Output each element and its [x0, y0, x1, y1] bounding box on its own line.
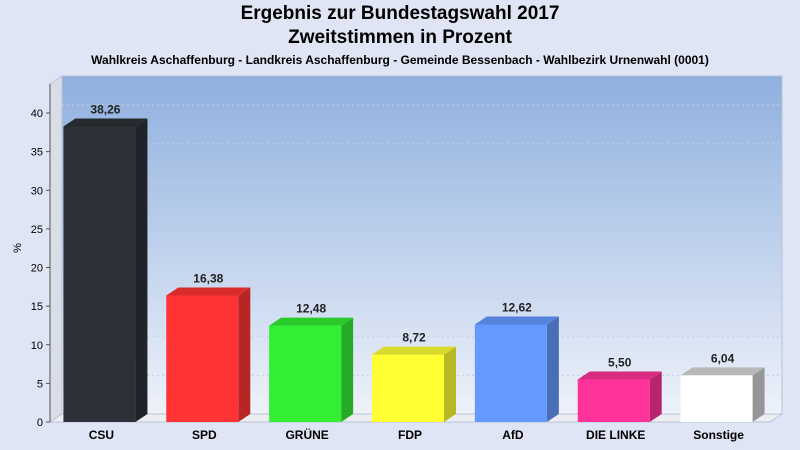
bar-afd — [474, 324, 547, 422]
bar-side-afd — [546, 316, 559, 422]
bar-side-fdp — [444, 346, 456, 422]
bar-grüne — [269, 325, 342, 422]
x-tick-label: Sonstige — [693, 428, 744, 442]
data-label: 38,26 — [90, 102, 120, 116]
data-label: 16,38 — [193, 271, 223, 285]
bar-spd — [166, 295, 239, 422]
chart-title: Ergebnis zur Bundestagswahl 2017 — [240, 3, 560, 24]
y-tick-label: 40 — [31, 108, 43, 120]
bar-csu — [63, 126, 136, 422]
y-tick-label: 25 — [31, 224, 43, 236]
chart-region-subtitle: Wahlkreis Aschaffenburg - Landkreis Asch… — [91, 53, 709, 67]
data-label: 12,48 — [296, 302, 326, 316]
bar-side-sonstige — [752, 367, 765, 422]
bar-side-csu — [135, 118, 148, 422]
x-tick-label: CSU — [89, 428, 114, 442]
data-label: 12,62 — [502, 301, 532, 315]
bar-top-afd — [474, 316, 559, 325]
y-axis-label: % — [12, 243, 24, 253]
data-label: 6,04 — [711, 351, 735, 365]
y-tick-label: 5 — [37, 378, 43, 390]
bar-side-spd — [238, 287, 251, 422]
bar-top-sonstige — [680, 367, 765, 376]
bar-sonstige — [680, 375, 753, 422]
y-tick-label: 15 — [31, 301, 43, 313]
bar-top-spd — [166, 287, 251, 296]
y-tick-label: 20 — [31, 263, 43, 275]
y-tick-label: 0 — [37, 417, 43, 429]
bar-top-grüne — [269, 317, 354, 326]
x-tick-label: FDP — [398, 428, 422, 442]
bar-side-grüne — [341, 317, 354, 422]
bar-fdp — [372, 354, 444, 422]
y-tick-label: 30 — [31, 185, 43, 197]
bar-top-die-linke — [577, 371, 662, 380]
bar-die-linke — [577, 379, 650, 422]
chart-subtitle: Zweitstimmen in Prozent — [288, 27, 512, 48]
x-tick-label: SPD — [192, 428, 217, 442]
bar-top-csu — [63, 118, 148, 127]
plot-side-wall — [49, 75, 63, 423]
x-tick-label: AfD — [502, 428, 524, 442]
bar-side-die-linke — [649, 371, 662, 422]
x-tick-label: DIE LINKE — [586, 428, 645, 442]
data-label: 8,72 — [402, 331, 426, 345]
y-tick-label: 10 — [31, 340, 43, 352]
y-tick-label: 35 — [31, 147, 43, 159]
x-tick-label: GRÜNE — [285, 427, 328, 442]
bar-top-fdp — [372, 346, 456, 355]
data-label: 5,50 — [608, 356, 632, 370]
